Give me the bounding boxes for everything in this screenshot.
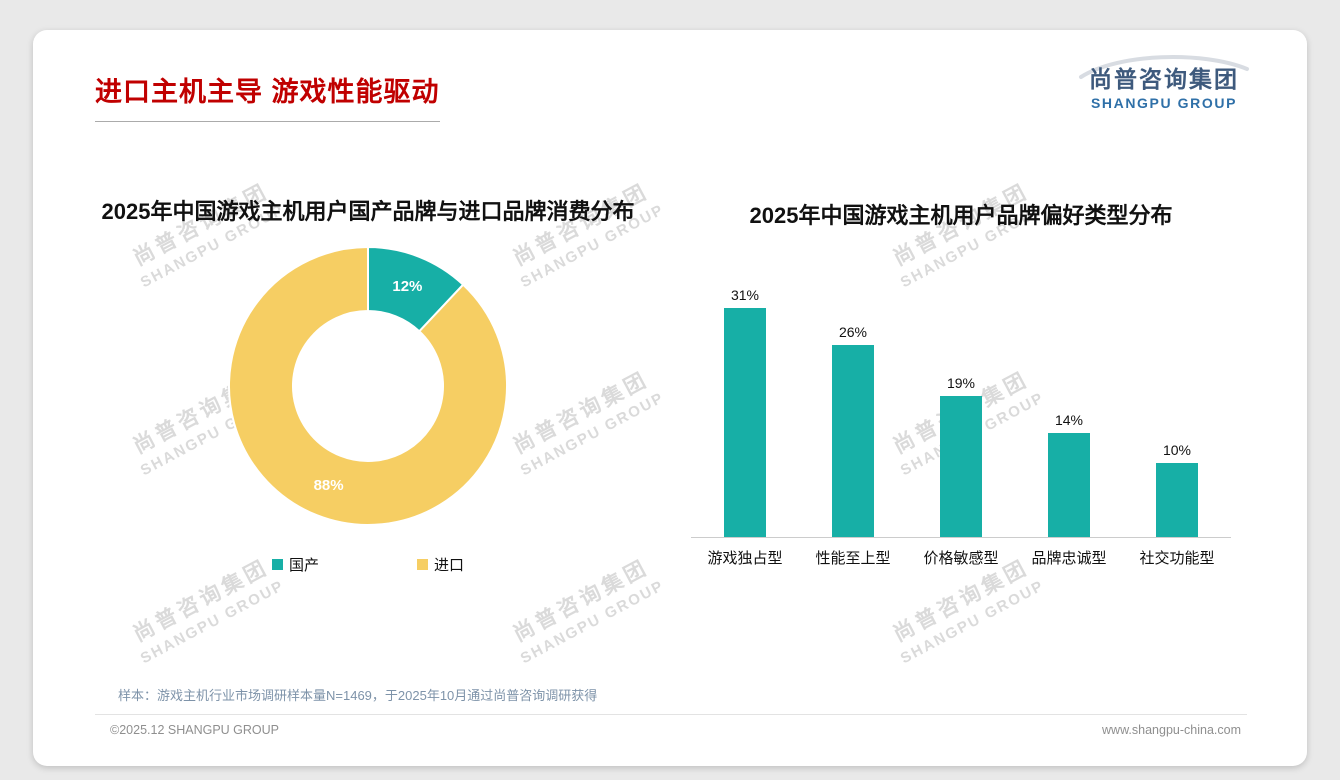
- bar-category-axis: 游戏独占型 性能至上型 价格敏感型 品牌忠诚型 社交功能型: [691, 538, 1231, 568]
- bar-value-label: 14%: [1054, 412, 1084, 428]
- bar-category-label: 品牌忠诚型: [1031, 550, 1107, 567]
- legend-swatch: [271, 559, 283, 570]
- bar-chart-title: 2025年中国游戏主机用户品牌偏好类型分布: [749, 203, 1173, 228]
- bar-category-label: 价格敏感型: [923, 550, 999, 567]
- bar-category-label: 社交功能型: [1139, 550, 1215, 567]
- bar-category-label: 游戏独占型: [707, 550, 783, 567]
- slide-card: 尚普咨询集团 SHANGPU GROUP 尚普咨询集团 SHANGPU GROUP 尚普…: [33, 30, 1307, 766]
- logo-text-en: SHANGPU GROUP: [1090, 95, 1238, 111]
- bar-category-label: 性能至上型: [815, 550, 891, 567]
- donut-chart: 12% 88%: [228, 245, 508, 526]
- footer-website: www.shangpu-china.com: [1102, 723, 1241, 737]
- bar-value-label: 31%: [730, 287, 760, 303]
- legend-item: 进口: [417, 554, 464, 575]
- logo-swoosh-icon: [1079, 55, 1249, 79]
- logo-text-cn: 尚普咨询集团: [1089, 66, 1239, 92]
- bar-chart: 31% 26% 19% 14% 10%: [691, 282, 1231, 538]
- legend-label: 国产: [288, 557, 319, 574]
- donut-value-label: 88%: [314, 477, 344, 494]
- bar: [1048, 433, 1090, 537]
- donut-segment: [228, 245, 508, 526]
- bar-column: 19%: [907, 282, 1015, 537]
- legend-label: 进口: [434, 557, 465, 574]
- title-block: 进口主机主导 游戏性能驱动: [95, 70, 440, 122]
- bar: [940, 396, 982, 537]
- bar-value-label: 26%: [838, 324, 868, 340]
- legend-swatch: [417, 559, 428, 570]
- bar-column: 31%: [691, 282, 799, 537]
- legend-item: 国产: [271, 554, 319, 575]
- donut-chart-section: 2025年中国游戏主机用户国产品牌与进口品牌消费分布 12% 88% 国产 进口: [51, 195, 685, 575]
- sample-note: 样本：游戏主机行业市场调研样本量N=1469，于2025年10月通过尚普咨询调研…: [118, 688, 598, 703]
- bar-column: 14%: [1015, 282, 1123, 537]
- bar-chart-section: 2025年中国游戏主机用户品牌偏好类型分布 31% 26% 19% 14% 10% 游戏…: [651, 198, 1271, 568]
- donut-chart-title: 2025年中国游戏主机用户国产品牌与进口品牌消费分布: [101, 199, 635, 224]
- footer-copyright: ©2025.12 SHANGPU GROUP: [110, 723, 279, 737]
- donut-legend: 国产 进口: [51, 554, 685, 575]
- bar-value-label: 10%: [1162, 442, 1192, 458]
- company-logo: 尚普咨询集团 SHANGPU GROUP: [1079, 55, 1249, 111]
- bar: [724, 308, 766, 537]
- bar-column: 10%: [1123, 282, 1231, 537]
- page-title: 进口主机主导 游戏性能驱动: [95, 70, 440, 122]
- bar-column: 26%: [799, 282, 907, 537]
- footer-divider: [95, 714, 1247, 715]
- bar: [1156, 463, 1198, 537]
- footer: ©2025.12 SHANGPU GROUP www.shangpu-china…: [110, 723, 1241, 737]
- slide-content: 进口主机主导 游戏性能驱动 尚普咨询集团 SHANGPU GROUP 2025年…: [33, 30, 1307, 766]
- donut-value-label: 12%: [392, 278, 422, 295]
- bar-value-label: 19%: [946, 375, 976, 391]
- bar: [832, 345, 874, 537]
